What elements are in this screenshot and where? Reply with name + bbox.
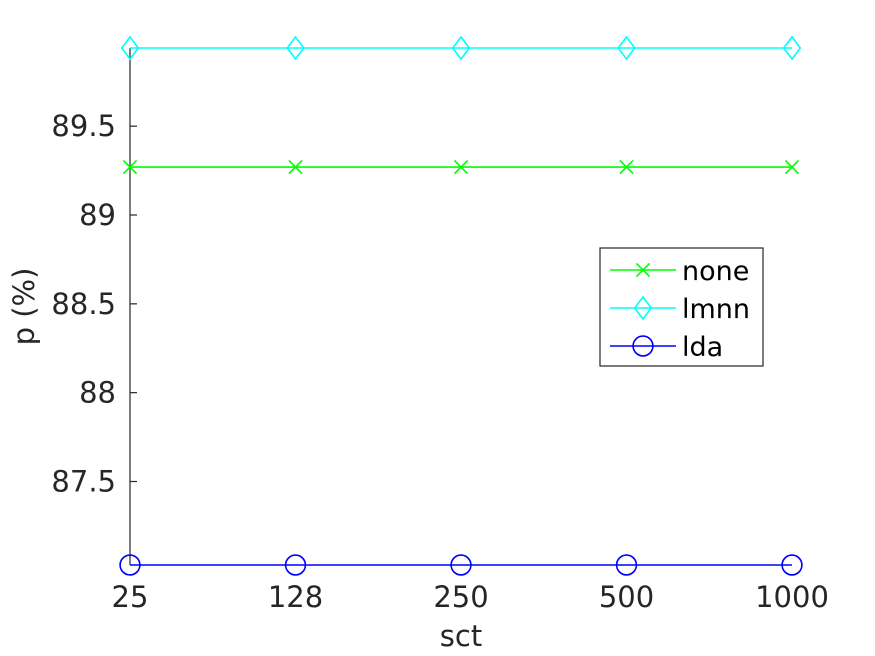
- y-tick-label: 88.5: [51, 287, 116, 321]
- legend-label: lda: [682, 332, 723, 363]
- x-tick-label: 500: [599, 580, 654, 614]
- legend-entry-none: none: [610, 256, 749, 287]
- x-axis-label: sct: [440, 619, 482, 653]
- data-point: [450, 554, 472, 576]
- x-tick-label: 25: [112, 580, 149, 614]
- series-lmnn: [120, 35, 802, 61]
- data-point: [122, 159, 138, 175]
- legend-entry-lmnn: lmnn: [610, 294, 750, 325]
- data-point: [120, 35, 140, 61]
- x-tick-label: 250: [433, 580, 488, 614]
- data-point: [784, 159, 800, 175]
- y-ticks: 87.5 88 88.5 89 89.5: [51, 109, 137, 498]
- data-point: [782, 35, 802, 61]
- y-tick-label: 89: [79, 198, 116, 232]
- legend-entry-lda: lda: [610, 332, 723, 363]
- y-tick-label: 87.5: [51, 464, 116, 498]
- y-tick-label: 88: [79, 376, 116, 410]
- data-point: [617, 35, 636, 61]
- axes: 87.5 88 88.5 89 89.5 25 128 250 500 1000: [51, 48, 829, 614]
- legend-label: lmnn: [682, 294, 750, 325]
- data-point: [119, 554, 141, 576]
- data-point: [619, 159, 634, 175]
- legend: none lmnn lda: [599, 247, 764, 367]
- data-point: [633, 295, 653, 321]
- data-point: [781, 554, 803, 576]
- x-tick-label: 128: [268, 580, 323, 614]
- series-layer: [119, 35, 803, 576]
- y-tick-label: 89.5: [51, 109, 116, 143]
- data-point: [635, 262, 651, 278]
- x-ticks: 25 128 250 500 1000: [112, 580, 829, 614]
- legend-label: none: [682, 256, 749, 287]
- data-point: [284, 554, 307, 576]
- series-none: [122, 159, 800, 175]
- series-lda: [119, 554, 803, 576]
- x-tick-label: 1000: [755, 580, 829, 614]
- data-point: [453, 159, 469, 175]
- data-point: [615, 554, 638, 576]
- data-point: [451, 35, 471, 61]
- data-point: [286, 35, 305, 61]
- y-axis-label: p (%): [7, 268, 41, 346]
- data-point: [288, 159, 303, 175]
- data-point: [632, 335, 654, 357]
